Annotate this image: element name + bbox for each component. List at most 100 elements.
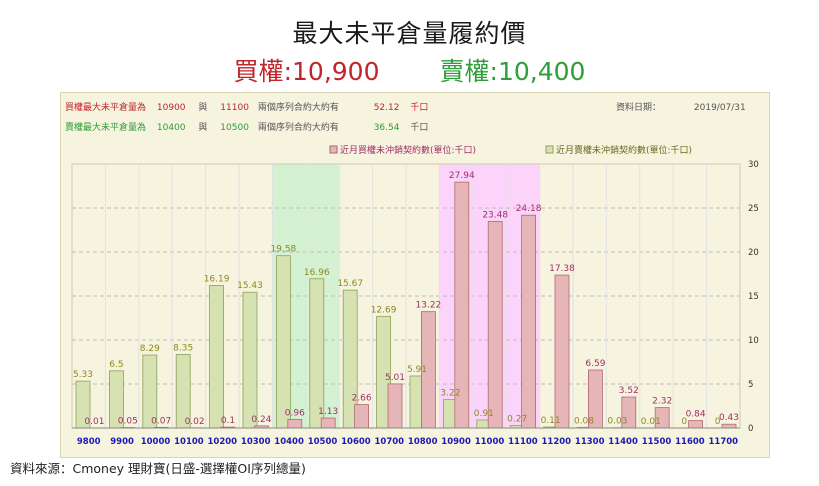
call-data-label: 1.13 xyxy=(318,407,338,417)
call-data-label: 2.66 xyxy=(352,394,372,404)
data-labels: 5.330.016.50.058.290.078.350.0216.190.11… xyxy=(73,171,739,427)
call-bar xyxy=(354,404,370,429)
x-tick-label: 11200 xyxy=(542,437,572,447)
call-data-label: 2.32 xyxy=(652,397,672,407)
x-tick-label: 10000 xyxy=(141,437,171,447)
put-info-strike1: 10400 xyxy=(156,123,186,133)
x-tick-label: 11400 xyxy=(608,437,638,447)
y-tick-label: 10 xyxy=(748,336,759,346)
gridlines xyxy=(71,163,741,429)
call-info-prefix: 買權最大未平倉量為 xyxy=(65,103,147,113)
call-info-row: 買權最大未平倉量為 10900 與 11100 兩個序列合約大約有 52.12 … xyxy=(65,100,428,113)
call-info-value: 52.12 xyxy=(373,103,400,113)
put-info-prefix: 賣權最大未平倉量為 xyxy=(65,123,147,133)
put-data-label: 0.27 xyxy=(507,415,527,425)
put-data-label: 16.19 xyxy=(204,275,230,285)
x-tick-label: 10200 xyxy=(208,437,238,447)
x-tick-label: 11300 xyxy=(575,437,605,447)
x-tick-label: 10400 xyxy=(274,437,304,447)
call-data-label: 6.59 xyxy=(585,359,605,369)
x-tick-label: 11100 xyxy=(508,437,538,447)
put-data-label: 5.91 xyxy=(407,365,427,375)
call-bar xyxy=(387,383,403,429)
put-info-strike2: 10500 xyxy=(220,123,249,133)
x-tick-label: 10800 xyxy=(408,437,438,447)
legend-call-swatch xyxy=(329,145,338,154)
put-bar xyxy=(209,285,225,429)
call-info-unit: 千口 xyxy=(410,103,429,113)
x-tick-label: 11600 xyxy=(675,437,705,447)
put-data-label: 0.11 xyxy=(541,416,561,426)
date-label: 資料日期： xyxy=(616,103,662,113)
put-data-label: 0 xyxy=(681,417,687,427)
legend-put-label: 近月賣權未沖銷契約數(單位:千口) xyxy=(556,144,692,156)
call-data-label: 0.05 xyxy=(118,417,138,427)
x-tick-label: 10600 xyxy=(341,437,371,447)
call-data-label: 0.01 xyxy=(84,417,104,427)
put-bar xyxy=(309,278,325,429)
call-data-label: 0.1 xyxy=(221,416,235,426)
x-tick-label: 10100 xyxy=(174,437,204,447)
x-tick-label: 10300 xyxy=(241,437,271,447)
call-data-label: 23.48 xyxy=(482,210,508,220)
date-info: 資料日期： 2019/07/31 xyxy=(616,100,746,113)
call-data-label: 17.38 xyxy=(549,264,575,274)
y-tick-label: 5 xyxy=(748,380,753,390)
x-tick-label: 9900 xyxy=(110,437,134,447)
put-max-oi-label: 賣權:10,400 xyxy=(439,57,586,86)
x-tick-label: 10500 xyxy=(308,437,338,447)
date-value: 2019/07/31 xyxy=(693,103,746,113)
x-tick-label: 11000 xyxy=(475,437,505,447)
put-data-label: 15.43 xyxy=(237,281,263,291)
put-info-row: 賣權最大未平倉量為 10400 與 10500 兩個序列合約大約有 36.54 … xyxy=(65,120,428,133)
chart-subtitle: 買權:10,900 賣權:10,400 xyxy=(0,52,819,88)
source-note: 資料來源：Cmoney 理財寶(日盛-選擇權OI序列總量) xyxy=(10,461,306,476)
legend-put-swatch xyxy=(545,145,554,154)
call-data-label: 24.18 xyxy=(516,204,542,214)
call-bar xyxy=(554,274,570,429)
call-bar xyxy=(287,419,303,429)
put-bar xyxy=(275,255,291,429)
legend-call-label: 近月買權未沖銷契約數(單位:千口) xyxy=(340,144,476,156)
call-data-label: 13.22 xyxy=(416,301,442,311)
call-bar xyxy=(487,220,503,429)
call-info-text: 兩個序列合約大約有 xyxy=(257,103,339,113)
x-tick-label: 11700 xyxy=(709,437,739,447)
put-info-unit: 千口 xyxy=(410,123,429,133)
put-data-label: 3.22 xyxy=(440,389,460,399)
call-data-label: 0.84 xyxy=(686,410,706,420)
put-data-label: 0.03 xyxy=(607,417,627,427)
put-data-label: 6.5 xyxy=(109,360,123,370)
chart-title: 最大未平倉量履約價 xyxy=(292,19,527,48)
put-data-label: 8.35 xyxy=(173,344,193,354)
call-bar xyxy=(721,423,737,429)
x-tick-label: 9800 xyxy=(77,437,101,447)
x-axis: 9800 9900 10000 10100 10200 10300 10400 10500 10… xyxy=(72,427,740,447)
call-data-label: 5.01 xyxy=(385,373,405,383)
call-data-label: 0.24 xyxy=(251,415,271,425)
y-tick-label: 20 xyxy=(748,248,759,258)
call-info-conj: 與 xyxy=(198,103,208,113)
y-tick-label: 15 xyxy=(748,292,759,302)
put-bar xyxy=(242,291,258,429)
x-tick-label: 11500 xyxy=(642,437,672,447)
call-bar xyxy=(521,214,536,429)
put-info-conj: 與 xyxy=(198,123,208,133)
call-data-label: 0.07 xyxy=(151,416,171,426)
put-data-label: 8.29 xyxy=(140,344,160,354)
call-data-label: 27.94 xyxy=(449,171,475,181)
put-info-text: 兩個序列合約大約有 xyxy=(257,123,339,133)
call-info-strike1: 10900 xyxy=(156,103,186,113)
put-data-label: 19.58 xyxy=(271,245,297,255)
put-data-label: 0.01 xyxy=(641,417,661,427)
y-axis: 0 5 10 15 20 25 30 xyxy=(748,160,759,434)
call-data-label: 0.43 xyxy=(719,413,739,423)
put-data-label: 16.96 xyxy=(304,268,330,278)
call-data-label: 0.02 xyxy=(185,417,205,427)
put-info-value: 36.54 xyxy=(373,123,400,133)
call-info-strike2: 11100 xyxy=(220,103,249,113)
put-data-label: 0.08 xyxy=(574,416,594,426)
legend: 近月買權未沖銷契約數(單位:千口) 近月賣權未沖銷契約數(單位:千口) xyxy=(329,144,692,156)
put-data-label: 0.91 xyxy=(474,409,494,419)
